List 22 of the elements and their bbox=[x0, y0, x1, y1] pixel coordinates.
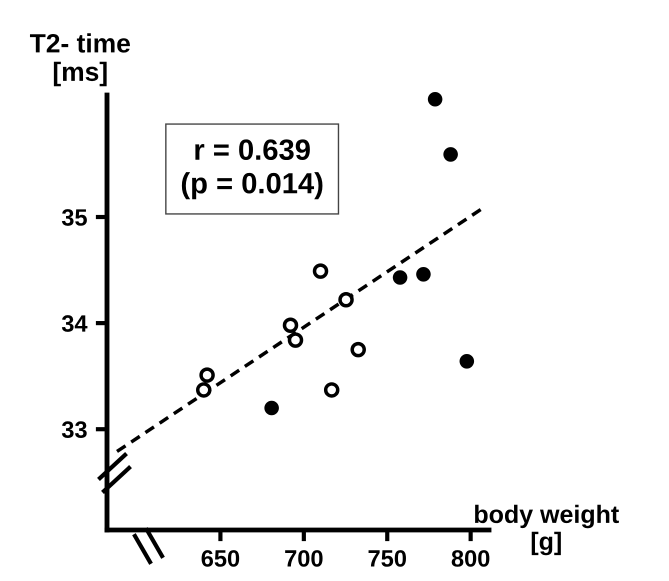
x-tick-label: 650 bbox=[202, 550, 240, 567]
point bbox=[312, 263, 328, 279]
point bbox=[460, 354, 474, 369]
point bbox=[428, 92, 442, 107]
y-axis-title: T2- time [ms] bbox=[30, 33, 130, 86]
y-tick-label: 35 bbox=[62, 209, 87, 226]
point bbox=[288, 332, 304, 348]
x-tick-label: 750 bbox=[368, 550, 406, 567]
point bbox=[199, 367, 215, 383]
point bbox=[196, 382, 212, 398]
point bbox=[338, 292, 354, 308]
y-tick-label: 34 bbox=[62, 315, 88, 332]
point bbox=[324, 382, 340, 398]
point bbox=[392, 270, 408, 285]
y-tick-label: 33 bbox=[62, 421, 87, 438]
point bbox=[264, 400, 279, 416]
x-tick-label: 700 bbox=[285, 550, 323, 567]
point bbox=[416, 267, 431, 282]
point bbox=[282, 317, 298, 333]
point bbox=[443, 147, 458, 162]
annotation: r = 0.639 (p = 0.014) bbox=[182, 139, 322, 200]
point bbox=[350, 342, 366, 358]
